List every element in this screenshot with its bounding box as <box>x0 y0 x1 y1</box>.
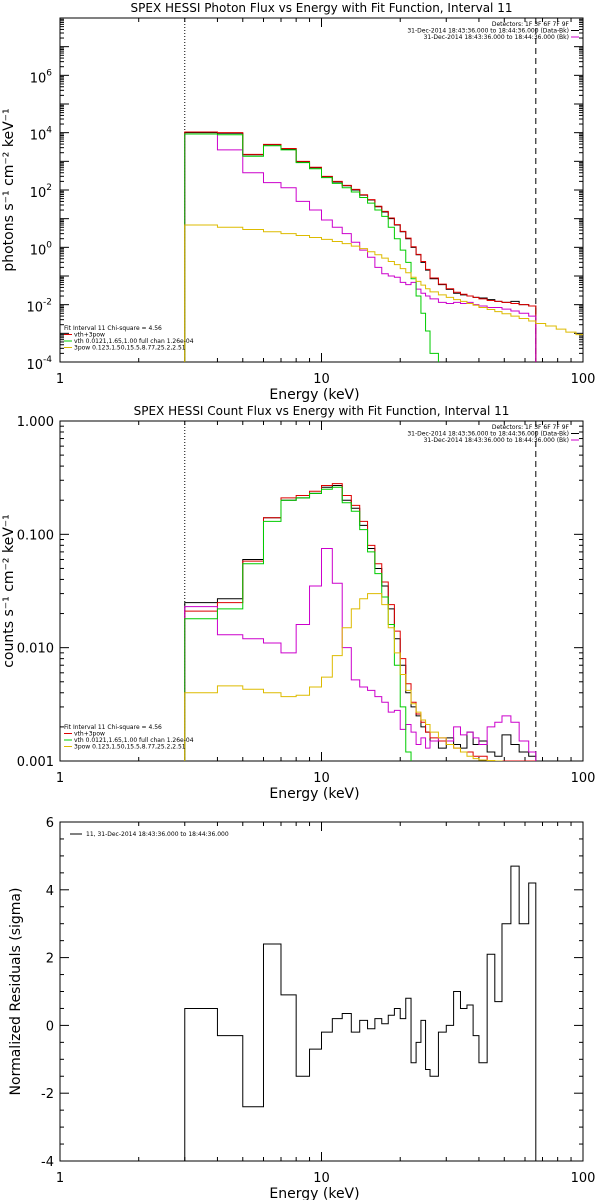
x-tick-label: 100 <box>571 372 596 387</box>
series-line-3pow <box>184 224 583 362</box>
y-tick-label: 100 <box>30 240 53 258</box>
y-tick-label: 104 <box>30 126 53 144</box>
series-group <box>184 483 537 761</box>
y-tick-label: -4 <box>41 1155 54 1170</box>
y-tick-label: 10-2 <box>26 298 52 316</box>
chart-panel-3: 1 10 100 Energy (keV) -4 -2 0 2 4 6 Normalized Res… <box>8 816 595 1200</box>
x-tick-label: 100 <box>571 1171 596 1186</box>
legend-left-label: vth 0.0121,1.65,1.00 full chan 1.26e-04 <box>74 338 194 345</box>
y-tick-label: 106 <box>30 68 53 86</box>
x-tick-label: 1 <box>56 372 64 387</box>
legend-left-label: Fit Interval 11 Chi-square = 4.56 <box>64 325 162 332</box>
y-tick-base: 10 <box>30 186 47 201</box>
y-tick-label: 1.000 <box>17 415 54 430</box>
chart-title: SPEX HESSI Count Flux vs Energy with Fit… <box>134 404 510 418</box>
legend-left-label: vth 0.0121,1.65,1.00 full chan 1.26e-04 <box>74 737 194 744</box>
y-tick-label: 2 <box>46 952 54 967</box>
series-line-bk <box>184 547 537 761</box>
legend-left-label: 11, 31-Dec-2014 18:43:36.000 to 18:44:36… <box>86 831 229 838</box>
plot-frame <box>59 17 584 363</box>
legend-left-label: vth+3pow <box>74 731 105 738</box>
plot-frame <box>59 821 584 1162</box>
series-line-3pow <box>184 593 503 761</box>
y-tick-base: 10 <box>30 129 47 144</box>
legend-right-label: 31-Dec-2014 18:43:36.000 to 18:44:36.000… <box>407 28 569 35</box>
y-tick-label: 0.001 <box>17 755 54 770</box>
y-tick-label: 0.100 <box>17 528 54 543</box>
y-tick-base: 10 <box>30 243 47 258</box>
legend-left-label: Fit Interval 11 Chi-square = 4.56 <box>64 724 162 731</box>
y-tick-exp: 2 <box>46 183 52 193</box>
x-axis-label: Energy (keV) <box>269 387 359 403</box>
y-tick-base: 10 <box>26 358 43 373</box>
series-line-data-bk <box>184 484 537 761</box>
series-line-vth-3pow <box>184 483 537 761</box>
legend-left-label: 3pow 0.123,1.50,15.5,8.77,25.2,2.51 <box>74 744 186 751</box>
y-axis-label: photons s⁻¹ cm⁻² keV⁻¹ <box>1 108 17 271</box>
chart-title: SPEX HESSI Photon Flux vs Energy with Fi… <box>131 1 513 15</box>
y-tick-label: 0.010 <box>17 642 54 657</box>
series-group <box>184 131 583 362</box>
y-tick-label: 10-4 <box>26 355 52 373</box>
legend-right-label: 31-Dec-2014 18:43:36.000 to 18:44:36.000… <box>424 437 569 444</box>
y-tick-label: 0 <box>46 1019 54 1034</box>
series-line-bk <box>184 133 537 362</box>
chart-panel-2: 1 10 100 Energy (keV) 0.001 0.010 0.100 1.000 co… <box>1 404 595 802</box>
plot-frame <box>59 420 584 762</box>
y-tick-label: 102 <box>30 183 52 201</box>
series-line-vth <box>184 133 439 362</box>
x-tick-label: 10 <box>313 372 330 387</box>
legend-right-label: Detectors: 1F 3F 6F 7F 9F <box>492 21 570 28</box>
x-tick-label: 1 <box>56 1171 64 1186</box>
x-tick-label: 1 <box>56 771 64 786</box>
legend-left-label: 3pow 0.123,1.50,15.5,8.77,25.2,2.51 <box>74 345 186 352</box>
series-line-11-31-dec-2014-18-43-36-000-to-18-44-36-000 <box>184 865 537 1161</box>
legend-right-label: Detectors: 1F 3F 6F 7F 9F <box>492 424 570 431</box>
y-tick-label: -2 <box>41 1087 54 1102</box>
legend-right-label: 31-Dec-2014 18:43:36.000 to 18:44:36.000… <box>407 431 569 438</box>
x-tick-label: 100 <box>571 771 596 786</box>
y-tick-exp: -2 <box>43 298 52 308</box>
y-tick-exp: 6 <box>46 68 52 78</box>
series-line-vth <box>184 486 412 761</box>
y-axis-label: counts s⁻¹ cm⁻² keV⁻¹ <box>1 514 17 668</box>
series-group <box>184 865 537 1161</box>
y-tick-label: 4 <box>46 884 54 899</box>
legend-left-label: vth+3pow <box>74 332 105 339</box>
x-axis-label: Energy (keV) <box>269 786 359 802</box>
legend-right-label: 31-Dec-2014 18:43:36.000 to 18:44:36.000… <box>424 34 569 41</box>
y-tick-label: 6 <box>46 816 54 831</box>
y-tick-exp: -4 <box>43 355 52 365</box>
x-tick-label: 10 <box>313 1171 330 1186</box>
y-tick-base: 10 <box>26 301 43 316</box>
x-tick-label: 10 <box>313 771 330 786</box>
y-tick-base: 10 <box>30 71 47 86</box>
x-axis-label: Energy (keV) <box>269 1186 359 1200</box>
y-axis-label: Normalized Residuals (sigma) <box>8 888 24 1096</box>
y-tick-exp: 0 <box>46 240 52 250</box>
y-tick-exp: 4 <box>46 126 52 136</box>
